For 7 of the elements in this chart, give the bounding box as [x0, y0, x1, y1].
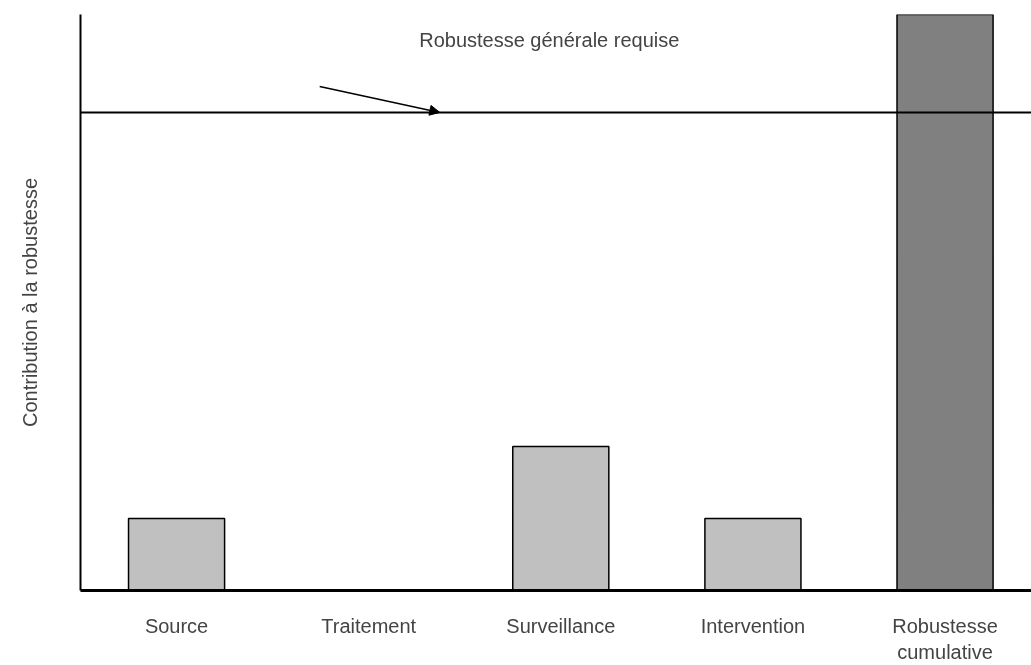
x-tick-label: Surveillance: [506, 614, 616, 637]
annotation: Robustesse générale requise: [419, 29, 680, 52]
y-axis-title: Contribution à la robustesse: [18, 177, 41, 428]
x-tick-label: Traitement: [321, 614, 417, 637]
x-tick-label: Robustesse cumulative: [892, 614, 998, 663]
x-tick-label: Intervention: [700, 614, 806, 637]
x-tick-label: Source: [144, 614, 209, 637]
